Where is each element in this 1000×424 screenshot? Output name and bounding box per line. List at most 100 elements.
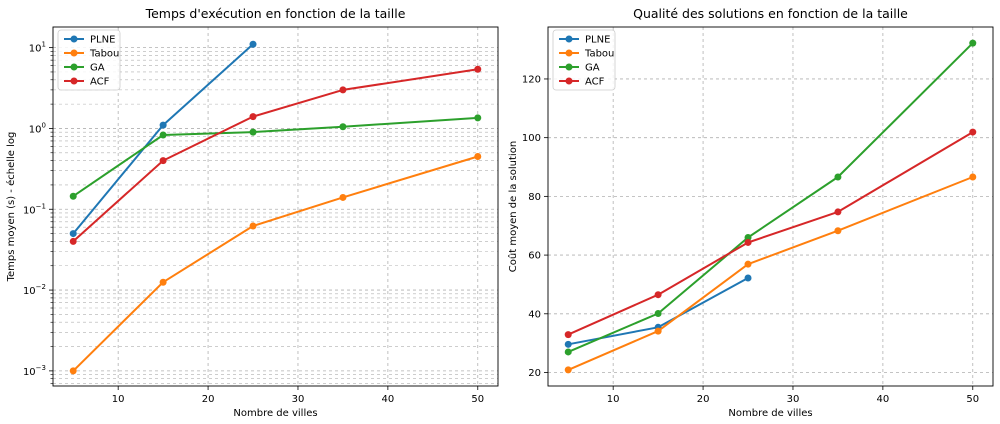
y-tick-exponent: −1 — [36, 202, 46, 210]
data-point — [744, 260, 752, 268]
y-tick-label: 40 — [528, 309, 541, 320]
y-tick-exponent: −2 — [36, 283, 46, 291]
data-point — [339, 86, 347, 94]
x-tick-label: 10 — [607, 394, 620, 405]
data-point — [69, 237, 77, 245]
y-tick-label: 100 — [29, 121, 46, 135]
data-point — [834, 173, 842, 181]
y-tick-base: 10 — [29, 44, 42, 55]
y-tick-label: 120 — [522, 74, 541, 85]
data-point — [474, 65, 482, 73]
y-tick-label: 10−3 — [23, 364, 46, 378]
data-point — [249, 113, 257, 121]
data-point — [159, 121, 167, 129]
y-tick-label: 100 — [522, 133, 541, 144]
data-point — [564, 340, 572, 348]
y-tick-exponent: 0 — [42, 121, 46, 129]
series-ga — [564, 39, 977, 356]
legend-label: Tabou — [89, 49, 119, 60]
legend-marker — [70, 35, 78, 43]
series-line — [567, 42, 974, 353]
y-tick-label: 80 — [528, 192, 541, 203]
x-tick-label: 40 — [382, 394, 395, 405]
y-axis-label: Temps moyen (s) - échelle log — [5, 132, 17, 283]
data-point — [339, 123, 347, 131]
data-point — [564, 366, 572, 374]
plot-frame — [52, 26, 499, 387]
y-tick-label: 101 — [29, 41, 46, 55]
grid — [548, 27, 993, 386]
series-tabou — [564, 173, 977, 374]
x-tick-label: 50 — [966, 394, 979, 405]
legend-marker — [565, 49, 573, 57]
y-axis-label: Coût moyen de la solution — [507, 141, 519, 272]
series-line — [72, 155, 479, 372]
data-point — [159, 157, 167, 165]
data-point — [564, 331, 572, 339]
data-point — [249, 128, 257, 136]
y-tick-base: 10 — [23, 205, 36, 216]
legend-box — [552, 29, 616, 91]
y-tick-label: 60 — [528, 251, 541, 262]
y-tick-label: 10−2 — [23, 283, 46, 297]
y-tick-label: 10−1 — [23, 202, 46, 216]
x-axis-label: Nombre de villes — [233, 408, 317, 419]
legend-label: GA — [585, 63, 600, 74]
series-line — [567, 176, 974, 371]
legend-marker — [70, 63, 78, 71]
data-point — [159, 131, 167, 139]
legend: PLNE Tabou GA ACF — [57, 29, 121, 91]
data-point — [474, 114, 482, 122]
x-axis-label: Nombre de villes — [728, 408, 812, 419]
data-point — [969, 128, 977, 136]
data-point — [564, 348, 572, 356]
data-point — [249, 40, 257, 48]
data-point — [69, 367, 77, 375]
series-plne — [69, 40, 257, 238]
data-point — [744, 274, 752, 282]
data-point — [159, 278, 167, 286]
legend-marker — [70, 49, 78, 57]
y-tick-exponent: 1 — [42, 41, 46, 49]
data-point — [69, 230, 77, 238]
y-tick-label: 20 — [528, 368, 541, 379]
y-tick-base: 10 — [29, 124, 42, 135]
legend-box — [57, 29, 121, 91]
data-point — [834, 227, 842, 235]
x-tick-label: 20 — [202, 394, 215, 405]
x-tick-label: 10 — [112, 394, 125, 405]
x-tick-label: 20 — [697, 394, 710, 405]
legend-marker — [565, 63, 573, 71]
series-acf — [69, 65, 482, 245]
data-point — [339, 193, 347, 201]
data-point — [654, 309, 662, 317]
series-acf — [564, 128, 977, 339]
legend: PLNE Tabou GA ACF — [552, 29, 616, 91]
legend-label: PLNE — [585, 35, 610, 46]
x-tick-label: 50 — [471, 394, 484, 405]
data-point — [744, 238, 752, 246]
x-tick-label: 30 — [787, 394, 800, 405]
y-tick-exponent: −3 — [36, 364, 46, 372]
data-point — [69, 192, 77, 200]
data-point — [654, 327, 662, 335]
chart-title: Qualité des solutions en fonction de la … — [633, 6, 908, 21]
legend-label: PLNE — [90, 35, 115, 46]
y-tick-base: 10 — [23, 367, 36, 378]
legend-marker — [565, 35, 573, 43]
legend-label: ACF — [585, 77, 605, 88]
series-ga — [69, 114, 482, 200]
plot-frame — [547, 26, 994, 387]
chart-title: Temps d'exécution en fonction de la tail… — [145, 6, 406, 21]
data-point — [249, 222, 257, 230]
data-point — [654, 291, 662, 299]
y-tick-base: 10 — [23, 286, 36, 297]
data-point — [834, 208, 842, 216]
x-tick-label: 30 — [292, 394, 305, 405]
data-point — [744, 233, 752, 241]
legend-marker — [565, 77, 573, 85]
series-line — [567, 131, 974, 336]
series-line — [72, 116, 479, 198]
